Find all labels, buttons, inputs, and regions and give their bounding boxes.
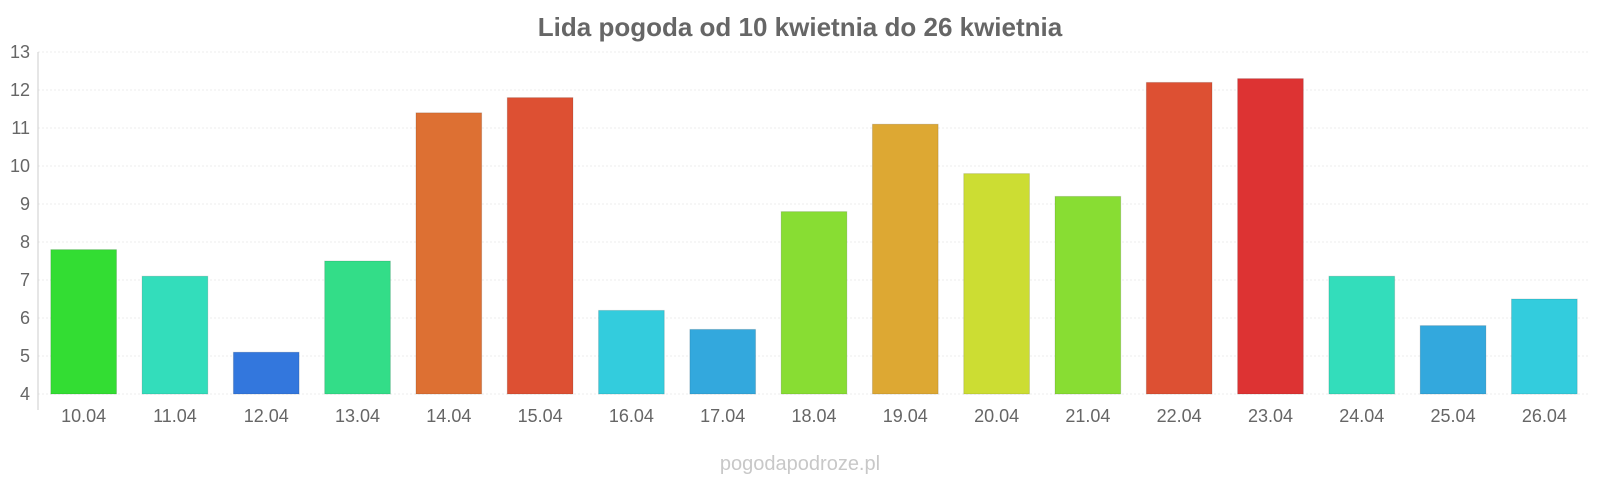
bar-19.04 xyxy=(871,123,939,395)
x-tick-label: 11.04 xyxy=(153,406,197,426)
y-tick-label: 10 xyxy=(10,156,30,176)
bar-15.04 xyxy=(506,97,574,395)
bar-21.04 xyxy=(1054,195,1122,395)
x-tick-label: 16.04 xyxy=(609,406,654,426)
bar-14.04 xyxy=(415,112,483,395)
bar-26.04 xyxy=(1510,298,1578,395)
x-tick-label: 26.04 xyxy=(1522,406,1567,426)
bar-17.04 xyxy=(689,328,757,395)
x-tick-label: 10.04 xyxy=(61,406,106,426)
bar-11.04 xyxy=(141,275,209,395)
bar-13.04 xyxy=(324,260,391,395)
x-tick-label: 24.04 xyxy=(1339,406,1384,426)
x-tick-label: 23.04 xyxy=(1248,406,1293,426)
x-tick-label: 19.04 xyxy=(883,406,928,426)
bar-18.04 xyxy=(780,211,848,395)
bar-12.04 xyxy=(232,351,300,395)
y-tick-label: 6 xyxy=(20,308,30,328)
y-tick-label: 4 xyxy=(20,384,30,404)
x-tick-label: 22.04 xyxy=(1157,406,1202,426)
bar-20.04 xyxy=(963,173,1030,395)
bar-22.04 xyxy=(1145,81,1213,395)
x-tick-label: 12.04 xyxy=(244,406,289,426)
y-tick-label: 11 xyxy=(11,118,30,138)
x-tick-label: 21.04 xyxy=(1065,406,1110,426)
x-tick-label: 20.04 xyxy=(974,406,1019,426)
y-tick-label: 8 xyxy=(20,232,30,252)
x-tick-label: 17.04 xyxy=(700,406,745,426)
x-tick-label: 15.04 xyxy=(518,406,563,426)
x-tick-label: 13.04 xyxy=(335,406,380,426)
watermark: pogodapodroze.pl xyxy=(720,453,880,475)
y-tick-label: 9 xyxy=(20,194,30,214)
bars xyxy=(50,78,1578,395)
y-tick-label: 12 xyxy=(10,80,30,100)
x-axis: 10.04 11.04 12.04 13.04 14.04 15.04 16.04 17.04… xyxy=(61,406,1567,426)
bar-10.04 xyxy=(50,249,118,395)
bar-23.04 xyxy=(1237,78,1304,395)
x-tick-label: 18.04 xyxy=(791,406,836,426)
bar-25.04 xyxy=(1419,325,1487,395)
y-axis: 4 5 6 7 8 9 10 11 12 13 xyxy=(10,42,39,410)
chart-title: Lida pogoda od 10 kwietnia do 26 kwietni… xyxy=(538,12,1063,42)
y-tick-label: 13 xyxy=(10,42,30,62)
bar-16.04 xyxy=(598,309,665,395)
y-tick-label: 7 xyxy=(20,270,30,290)
x-tick-label: 14.04 xyxy=(426,406,471,426)
x-tick-label: 25.04 xyxy=(1431,406,1476,426)
bar-24.04 xyxy=(1328,275,1396,395)
y-tick-label: 5 xyxy=(20,346,30,366)
